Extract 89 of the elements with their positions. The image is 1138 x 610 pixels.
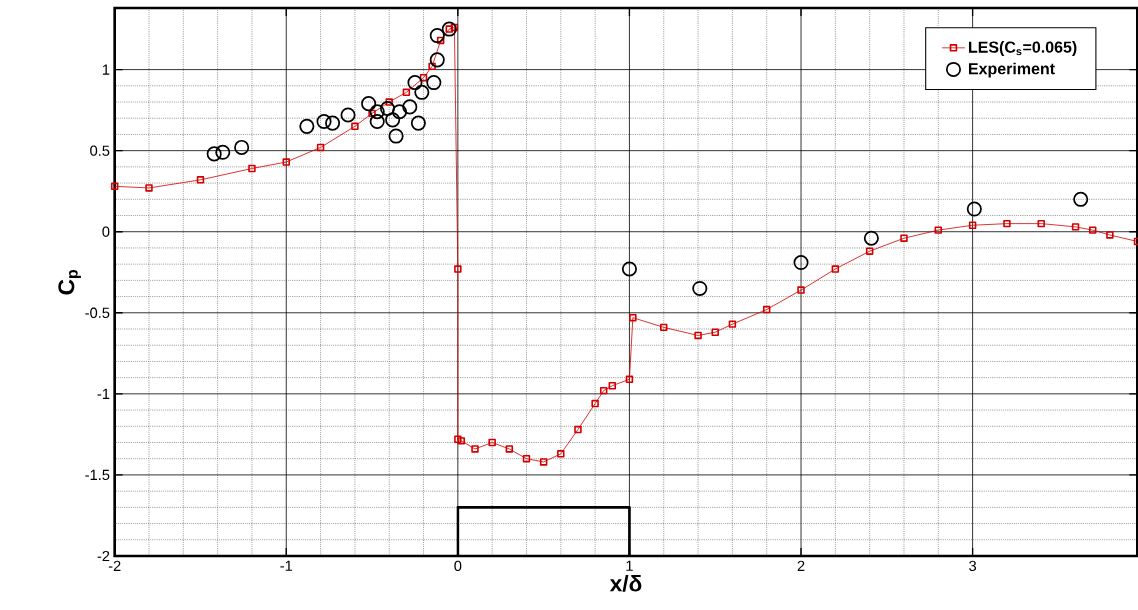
y-tick-label: -2 — [97, 550, 110, 562]
point — [488, 438, 496, 447]
legend-label: LES(C$_{s}$=0.065) — [968, 41, 1077, 56]
point — [1088, 226, 1097, 234]
point — [436, 36, 445, 45]
point — [966, 201, 982, 217]
point — [361, 96, 377, 112]
point — [234, 139, 250, 155]
point — [196, 176, 205, 184]
point — [316, 113, 332, 130]
point — [621, 261, 637, 277]
point — [629, 313, 637, 322]
x-tick-label: -1 — [280, 560, 293, 571]
point — [1003, 219, 1011, 228]
point — [557, 450, 565, 458]
point — [414, 84, 430, 100]
point — [762, 305, 771, 314]
point — [660, 323, 668, 332]
point — [454, 265, 462, 273]
point — [1106, 231, 1114, 239]
point — [351, 122, 359, 131]
x-tick-label: 2 — [797, 560, 805, 571]
point — [402, 88, 411, 97]
point — [863, 230, 879, 246]
point — [831, 265, 840, 273]
point — [934, 226, 943, 234]
point — [599, 386, 608, 395]
y-axis-title: C$_{p}$ — [58, 269, 81, 295]
y-tick-label: -0.5 — [85, 307, 110, 318]
point — [110, 182, 119, 191]
point — [369, 113, 385, 130]
point — [215, 144, 231, 160]
point — [1071, 223, 1080, 231]
point — [145, 184, 153, 192]
point — [454, 435, 462, 443]
y-tick-label: -1 — [97, 388, 110, 399]
point — [591, 399, 599, 408]
point — [450, 23, 459, 32]
point — [441, 21, 457, 37]
point — [385, 112, 401, 128]
point — [522, 454, 531, 463]
legend-label: Experiment — [968, 62, 1055, 78]
point — [505, 445, 514, 453]
point — [865, 247, 874, 255]
point — [388, 128, 404, 144]
point — [325, 115, 341, 131]
point — [694, 331, 702, 340]
point — [608, 382, 617, 390]
point — [900, 234, 908, 242]
point — [426, 75, 442, 91]
point — [369, 104, 385, 120]
y-tick-label: 0 — [102, 226, 110, 237]
x-tick-label: 1 — [626, 560, 633, 571]
point — [793, 255, 809, 271]
point — [1037, 219, 1045, 228]
point — [407, 75, 423, 91]
point — [428, 62, 436, 71]
point — [248, 164, 256, 173]
point — [316, 143, 325, 152]
x-tick-label: 0 — [454, 560, 462, 572]
point — [299, 118, 315, 134]
x-axis-title: x/δ — [609, 574, 642, 592]
point — [410, 115, 426, 131]
y-tick-label: 1 — [102, 64, 110, 75]
point — [340, 107, 356, 123]
point — [711, 328, 719, 336]
point — [797, 286, 805, 294]
point — [282, 158, 290, 166]
point — [728, 320, 737, 328]
point — [429, 28, 445, 44]
point — [385, 98, 393, 106]
point — [625, 375, 634, 383]
point — [402, 99, 418, 115]
x-tick-label: 3 — [969, 560, 977, 572]
point — [539, 458, 548, 466]
point — [574, 425, 582, 434]
point — [419, 73, 428, 82]
point — [471, 445, 479, 453]
point — [1073, 191, 1089, 207]
y-tick-label: -1.5 — [85, 469, 110, 481]
point — [429, 52, 445, 68]
point — [379, 100, 396, 117]
y-tick-label: 0.5 — [90, 145, 110, 156]
point — [457, 437, 466, 445]
point — [368, 109, 376, 118]
point — [968, 221, 977, 229]
point — [692, 280, 708, 297]
point — [391, 104, 408, 120]
point — [206, 146, 222, 162]
